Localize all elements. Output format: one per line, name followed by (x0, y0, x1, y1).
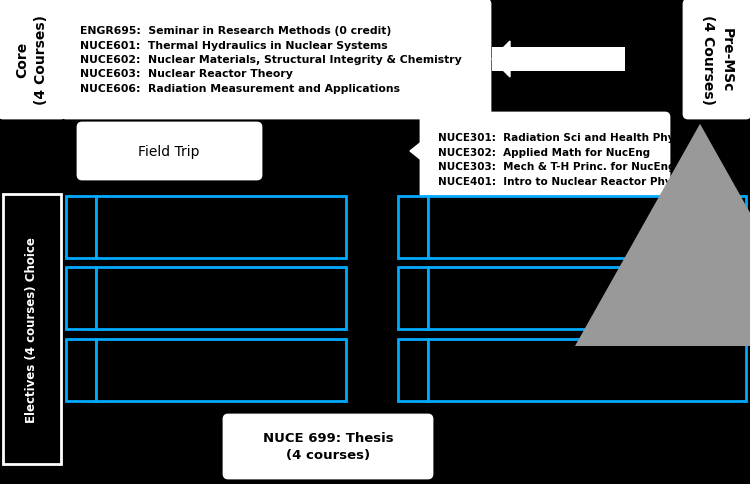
Bar (492, 48, 625, 72)
Bar (398, 268, 428, 329)
Bar (428, 339, 746, 401)
Bar (96, 268, 346, 329)
FancyBboxPatch shape (224, 415, 432, 478)
Bar (66, 268, 96, 329)
Bar (66, 339, 96, 401)
Bar (398, 197, 428, 258)
Bar (66, 197, 96, 258)
Text: Pre-MSc
(4 Courses): Pre-MSc (4 Courses) (700, 15, 734, 105)
Bar (96, 339, 346, 401)
Bar (428, 268, 746, 329)
FancyBboxPatch shape (78, 124, 261, 180)
FancyBboxPatch shape (684, 1, 750, 119)
Bar (398, 339, 428, 401)
Text: NUCE301:  Radiation Sci and Health Phys
NUCE302:  Applied Math for NucEng
NUCE30: NUCE301: Radiation Sci and Health Phys N… (438, 133, 694, 186)
Text: Core
(4 Courses): Core (4 Courses) (16, 15, 49, 105)
Bar (428, 197, 746, 258)
FancyBboxPatch shape (421, 114, 669, 207)
Text: Electives (4 courses) Choice: Electives (4 courses) Choice (26, 237, 38, 422)
Polygon shape (410, 140, 425, 164)
Polygon shape (492, 42, 510, 78)
FancyBboxPatch shape (0, 1, 65, 119)
FancyBboxPatch shape (62, 1, 490, 119)
Text: ENGR695:  Seminar in Research Methods (0 credit)
NUCE601:  Thermal Hydraulics in: ENGR695: Seminar in Research Methods (0 … (80, 26, 462, 93)
Bar (96, 197, 346, 258)
Bar (3, 195, 61, 464)
Text: NUCE 699: Thesis
(4 courses): NUCE 699: Thesis (4 courses) (262, 431, 393, 461)
Text: Field Trip: Field Trip (138, 145, 200, 159)
